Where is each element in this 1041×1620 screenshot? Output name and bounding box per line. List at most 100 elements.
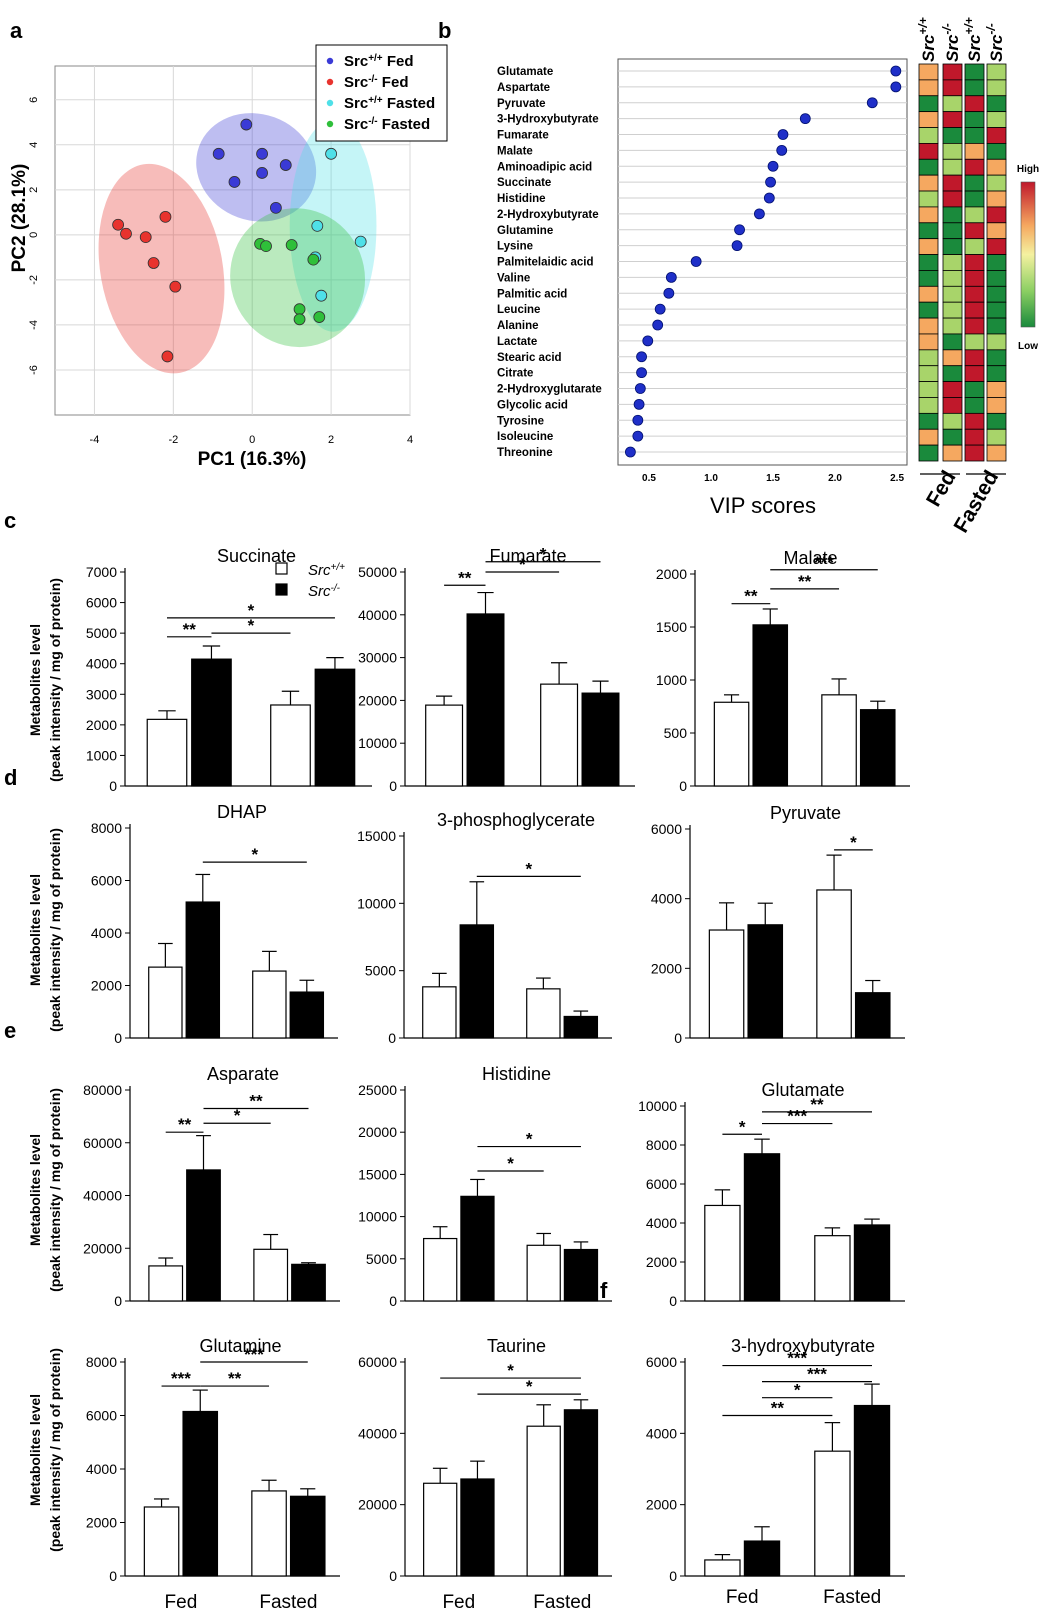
heatmap-cell xyxy=(918,254,939,271)
y-tick-label: 2000 xyxy=(86,717,117,733)
bar xyxy=(459,924,495,1039)
significance-stars: ** xyxy=(178,1115,192,1134)
bar xyxy=(289,991,325,1039)
heatmap-cell xyxy=(986,127,1007,144)
bar xyxy=(816,889,852,1039)
genotype-label: Src+/+ xyxy=(962,17,984,62)
y-tick-label: 0 xyxy=(388,1030,396,1046)
heatmap-cell xyxy=(942,365,963,383)
y-tick-label: 4000 xyxy=(646,1215,677,1231)
significance-stars: ** xyxy=(458,568,472,587)
heatmap-cell xyxy=(964,127,985,144)
heatmap-cell xyxy=(986,63,1007,81)
heatmap-cell xyxy=(942,95,963,113)
y-tick-label: 0 xyxy=(28,232,40,238)
heatmap-cell xyxy=(986,142,1007,160)
y-tick-label: 25000 xyxy=(358,1082,397,1098)
x-tick-label: 1.5 xyxy=(766,473,780,484)
colorbar-low-label: Low xyxy=(1018,341,1038,352)
vip-point xyxy=(632,430,644,442)
bar xyxy=(253,1248,289,1302)
heatmap-cell xyxy=(986,95,1007,113)
bar xyxy=(814,1235,851,1302)
heatmap-cell xyxy=(918,158,939,176)
heatmap-cell xyxy=(986,285,1007,303)
y-tick-label: 0 xyxy=(674,1030,682,1046)
bar xyxy=(563,1409,599,1577)
heatmap-cell xyxy=(918,412,939,430)
heatmap-cell xyxy=(918,349,939,367)
bar xyxy=(814,1450,851,1577)
pca-plot: -4 -2 0 2 4 6 4 2 0 -2 -4 -6 PC1 (16.3%) PC2 (28.1%) S… xyxy=(9,44,448,470)
vip-metabolite-label: Palmitelaidic acid xyxy=(497,257,594,269)
heatmap-cell xyxy=(964,317,985,335)
panel-label-a: a xyxy=(10,18,23,43)
vip-metabolite-label: Lactate xyxy=(497,336,537,348)
pca-point xyxy=(354,235,367,248)
heatmap-cell xyxy=(986,365,1007,383)
y-tick-label: 10000 xyxy=(358,1209,397,1225)
y-tick-label: 10000 xyxy=(638,1098,677,1114)
bar xyxy=(251,1490,287,1577)
chart-title: Glutamine xyxy=(199,1336,281,1356)
y-axis-title: Metabolites level xyxy=(27,1134,43,1246)
y-axis-title: Metabolites level xyxy=(27,1394,43,1506)
x-axis-title: VIP scores xyxy=(710,493,816,518)
heatmap-cell xyxy=(964,206,985,224)
heatmap-cell xyxy=(942,333,963,351)
heatmap-cell xyxy=(942,127,963,144)
y-tick-label: 4000 xyxy=(91,925,122,941)
heatmap-cell xyxy=(986,238,1007,255)
pca-point xyxy=(112,218,125,231)
y-axis-title: (peak intensity / mg of protein) xyxy=(47,1088,63,1292)
bar-chart-pyruvate: 0 2000 4000 6000 * Pyruvate xyxy=(651,803,905,1046)
x-tick-label: -2 xyxy=(168,434,178,446)
heatmap-cell xyxy=(918,206,939,224)
legend-marker xyxy=(326,78,334,86)
y-tick-label: 20000 xyxy=(83,1240,122,1256)
bar xyxy=(526,988,561,1039)
vip-point xyxy=(636,367,647,379)
pca-point xyxy=(159,210,172,223)
significance-stars: * xyxy=(540,545,547,564)
pca-point xyxy=(139,231,152,244)
bar xyxy=(146,718,188,787)
vip-point xyxy=(731,240,743,252)
vip-metabolite-label: Fumarate xyxy=(497,130,549,142)
bar xyxy=(289,1495,326,1577)
y-tick-label: 0 xyxy=(389,1568,397,1584)
significance-stars: *** xyxy=(814,553,834,572)
panel-label-e: e xyxy=(4,1018,16,1043)
heatmap-cell xyxy=(986,270,1007,287)
y-tick-label: 0 xyxy=(109,778,117,794)
heatmap-cell xyxy=(986,79,1007,97)
genotype-label: Src-/- Fasted xyxy=(344,116,430,134)
x-tick-label: -4 xyxy=(90,434,100,446)
bar xyxy=(423,1482,458,1577)
bar-chart-3pg: 0 5000 10000 15000 * 3-phosphoglycerate xyxy=(357,810,612,1046)
heatmap-cell xyxy=(986,190,1007,208)
chart-title: Pyruvate xyxy=(770,803,841,823)
y-tick-label: 6000 xyxy=(86,595,117,611)
significance-stars: * xyxy=(739,1117,746,1136)
vip-point xyxy=(690,256,702,267)
bar xyxy=(821,694,857,787)
significance-stars: * xyxy=(251,845,258,864)
significance-stars: ** xyxy=(798,572,812,591)
y-tick-label: 0 xyxy=(109,1568,117,1584)
y-axis-title: PC2 (28.1%) xyxy=(9,164,30,273)
heatmap-cell xyxy=(964,158,985,176)
heatmap-cell xyxy=(942,111,963,128)
y-tick-label: 4000 xyxy=(86,656,117,672)
x-tick-label: 2 xyxy=(328,434,334,446)
genotype-label: Src-/- xyxy=(940,23,962,62)
pca-point xyxy=(256,147,268,160)
vip-point xyxy=(767,160,779,172)
heatmap-cell xyxy=(986,333,1007,351)
heatmap-cell xyxy=(942,428,963,446)
bar xyxy=(422,986,457,1039)
heatmap-cell xyxy=(986,158,1007,176)
y-tick-label: 20000 xyxy=(358,1124,397,1140)
